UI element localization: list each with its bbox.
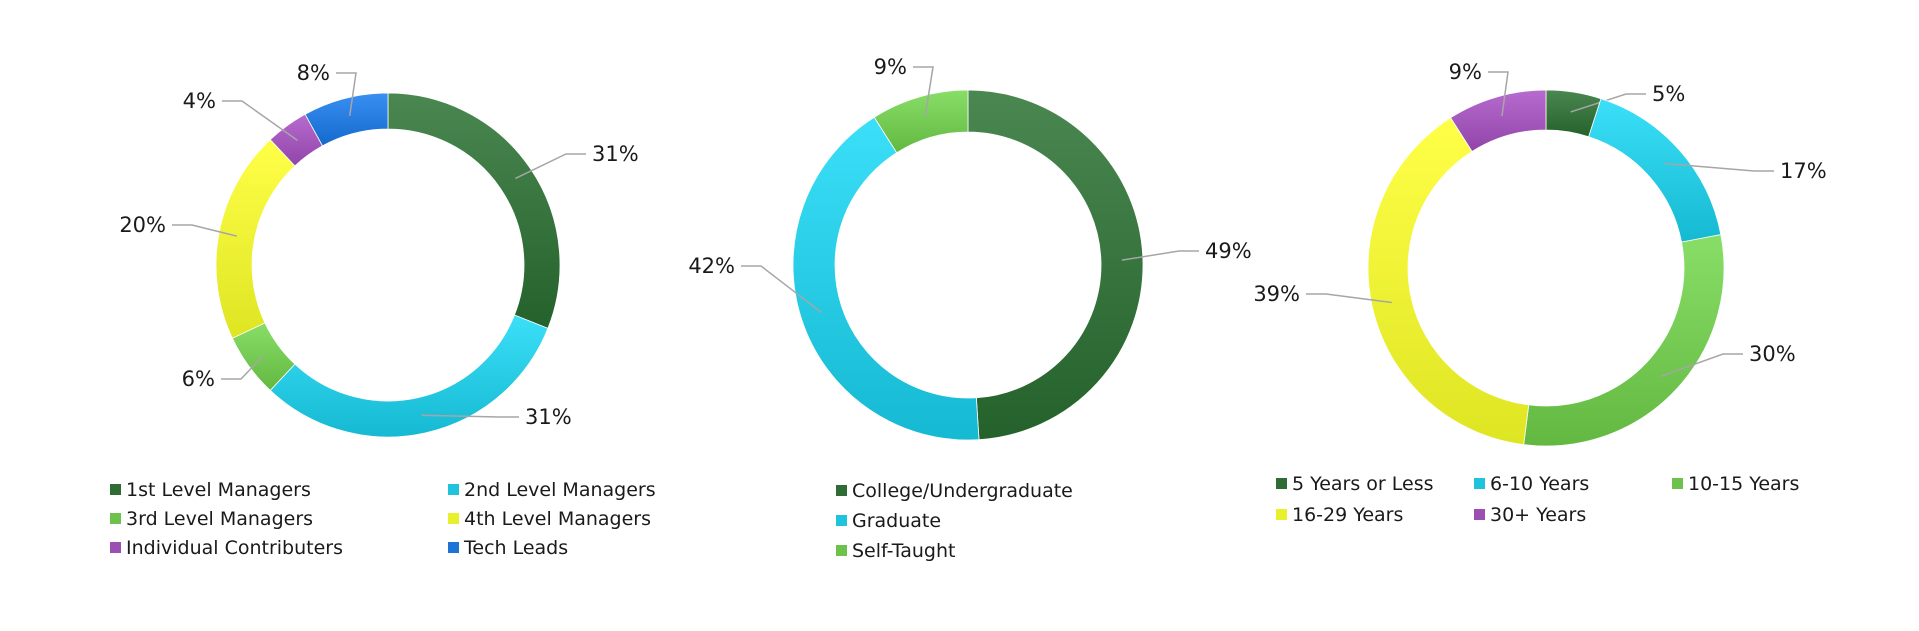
legend-item-6-10-years: 6-10 Years bbox=[1490, 473, 1589, 495]
data-label: 6% bbox=[182, 367, 215, 391]
legend-item-2nd-level-managers: 2nd Level Managers bbox=[464, 479, 656, 501]
legend-swatch bbox=[836, 545, 847, 556]
slice-1st-level-managers bbox=[387, 92, 561, 329]
leader-line bbox=[222, 100, 298, 142]
slice-6-10-years bbox=[1588, 98, 1722, 243]
legend-item-10-15-years: 10-15 Years bbox=[1688, 473, 1799, 495]
legend-item-4th-level-managers: 4th Level Managers bbox=[464, 508, 651, 530]
data-label: 8% bbox=[297, 61, 330, 85]
donut-chart-1: 31% 31% 6% 20% 4% 8% 1st Level Managers 2nd Lev… bbox=[110, 61, 656, 559]
slice-16-29-years bbox=[1367, 117, 1530, 446]
leader-line bbox=[741, 265, 822, 314]
donut-chart-2: 49% 42% 9% College/Undergraduate Graduate Sel… bbox=[688, 55, 1251, 562]
leader-line bbox=[1488, 71, 1509, 117]
data-label: 9% bbox=[874, 55, 907, 79]
legend-item-graduate: Graduate bbox=[852, 510, 941, 532]
data-label: 17% bbox=[1780, 159, 1827, 183]
slice-2nd-level-managers bbox=[269, 314, 549, 438]
leader-line bbox=[1660, 353, 1743, 377]
legend-item-tech-leads: Tech Leads bbox=[463, 537, 568, 559]
leader-line bbox=[515, 153, 586, 180]
slice-college-undergraduate bbox=[967, 89, 1144, 441]
leader-line bbox=[1570, 93, 1646, 113]
donut-chart-3: 5% 17% 30% 39% 9% 5 Years or Less 6-10 Years 10… bbox=[1253, 60, 1826, 526]
slice-self-taught bbox=[873, 89, 969, 154]
legend-item-self-taught: Self-Taught bbox=[852, 540, 956, 562]
legend: 1st Level Managers 2nd Level Managers 3rd … bbox=[110, 479, 656, 559]
slice-30-years bbox=[1450, 89, 1547, 153]
legend-swatch bbox=[448, 484, 459, 495]
data-label: 31% bbox=[525, 405, 572, 429]
legend-item-30-years: 30+ Years bbox=[1490, 504, 1586, 526]
legend: College/Undergraduate Graduate Self-Taught bbox=[836, 480, 1073, 562]
leader-line bbox=[172, 224, 237, 237]
legend-swatch bbox=[110, 513, 121, 524]
legend-swatch bbox=[836, 485, 847, 496]
legend-swatch bbox=[448, 513, 459, 524]
leader-line bbox=[221, 355, 264, 380]
legend-item-16-29-years: 16-29 Years bbox=[1292, 504, 1403, 526]
legend: 5 Years or Less 6-10 Years 10-15 Years 16-2… bbox=[1276, 473, 1799, 526]
data-label: 9% bbox=[1449, 60, 1482, 84]
legend-swatch bbox=[448, 542, 459, 553]
legend-swatch bbox=[1672, 478, 1683, 489]
leader-line bbox=[913, 66, 934, 118]
legend-swatch bbox=[1276, 478, 1287, 489]
legend-item-individual-contributers: Individual Contributers bbox=[126, 537, 343, 559]
leader-line bbox=[336, 72, 357, 116]
data-label: 42% bbox=[688, 254, 735, 278]
data-label: 4% bbox=[183, 89, 216, 113]
data-label: 39% bbox=[1253, 282, 1300, 306]
leader-line bbox=[1121, 250, 1199, 261]
legend-item-5-years-or-less: 5 Years or Less bbox=[1292, 473, 1434, 495]
legend-swatch bbox=[110, 542, 121, 553]
data-label: 30% bbox=[1749, 342, 1796, 366]
slice-10-15-years bbox=[1523, 234, 1725, 447]
legend-swatch bbox=[1474, 509, 1485, 520]
data-label: 31% bbox=[592, 142, 639, 166]
slice-tech-leads bbox=[304, 92, 389, 147]
leader-line bbox=[1306, 293, 1392, 304]
legend-swatch bbox=[1474, 478, 1485, 489]
leader-line bbox=[421, 414, 519, 418]
slice-4th-level-managers bbox=[215, 139, 296, 339]
legend-item-1st-level-managers: 1st Level Managers bbox=[126, 479, 311, 501]
data-label: 5% bbox=[1652, 82, 1685, 106]
legend-swatch bbox=[1276, 509, 1287, 520]
legend-swatch bbox=[110, 484, 121, 495]
data-label: 20% bbox=[119, 213, 166, 237]
slice-graduate bbox=[792, 116, 980, 441]
legend-item-3rd-level-managers: 3rd Level Managers bbox=[126, 508, 313, 530]
legend-swatch bbox=[836, 515, 847, 526]
data-label: 49% bbox=[1205, 239, 1252, 263]
leader-line bbox=[1664, 162, 1774, 172]
legend-item-college-undergraduate: College/Undergraduate bbox=[852, 480, 1073, 502]
